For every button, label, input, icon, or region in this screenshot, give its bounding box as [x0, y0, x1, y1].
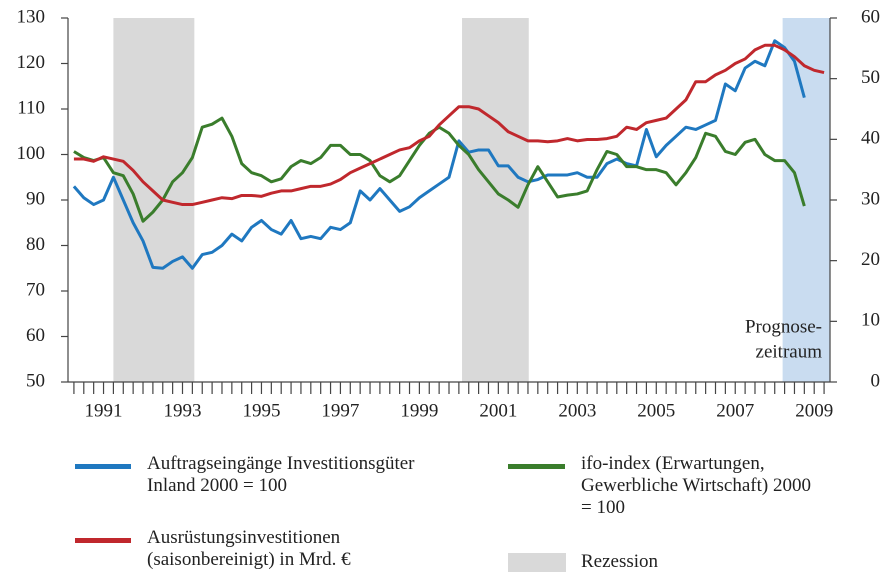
x-tick-label: 1997 [321, 400, 359, 421]
x-tick-label: 1995 [242, 400, 280, 421]
forecast-label: Prognose- [745, 316, 822, 337]
forecast-band [782, 18, 830, 382]
x-tick-label: 1999 [400, 400, 438, 421]
x-tick-label: 2001 [479, 400, 517, 421]
legend-label: ifo-index (Erwartungen, Gewerbliche Wirt… [581, 453, 811, 518]
y-tick-label: 130 [17, 6, 46, 27]
y2-tick-label: 0 [871, 370, 881, 391]
y-tick-label: 120 [17, 52, 46, 73]
x-tick-label: 2005 [637, 400, 675, 421]
y2-tick-label: 10 [861, 310, 880, 331]
y2-tick-label: 40 [861, 128, 880, 149]
y-tick-label: 50 [26, 370, 45, 391]
legend-swatch [75, 538, 131, 543]
y2-tick-label: 30 [861, 188, 880, 209]
x-tick-label: 2003 [558, 400, 596, 421]
recession-band [462, 18, 529, 382]
legend-label: Rezession [581, 551, 659, 572]
legend-swatch [508, 553, 566, 572]
series-line [73, 43, 825, 207]
y2-tick-label: 20 [861, 249, 880, 270]
chart: Prognose-zeitraum 50 60 70 80 90 100 110 120 130 0… [17, 6, 881, 421]
forecast-label: zeitraum [756, 341, 823, 362]
legend-label: Auftragseingänge Investitionsgüter Inlan… [147, 453, 415, 496]
y-tick-label: 100 [17, 143, 46, 164]
y-tick-label: 80 [26, 234, 45, 255]
recession-band [113, 18, 195, 382]
y-tick-label: 60 [26, 325, 45, 346]
x-tick-label: 2009 [795, 400, 833, 421]
legend-swatch [508, 464, 565, 469]
legend-label: Ausrüstungsinvestitionen (saisonbereinig… [147, 527, 351, 570]
y-tick-label: 110 [17, 97, 45, 118]
y2-tick-label: 50 [861, 67, 880, 88]
y-tick-label: 70 [26, 279, 45, 300]
x-tick-label: 2007 [716, 400, 754, 421]
legend-swatch [75, 464, 131, 469]
x-tick-label: 1993 [163, 400, 201, 421]
series-line [72, 39, 806, 270]
y-tick-label: 90 [26, 188, 45, 209]
x-tick-label: 1991 [85, 400, 123, 421]
y2-tick-label: 60 [861, 6, 880, 27]
